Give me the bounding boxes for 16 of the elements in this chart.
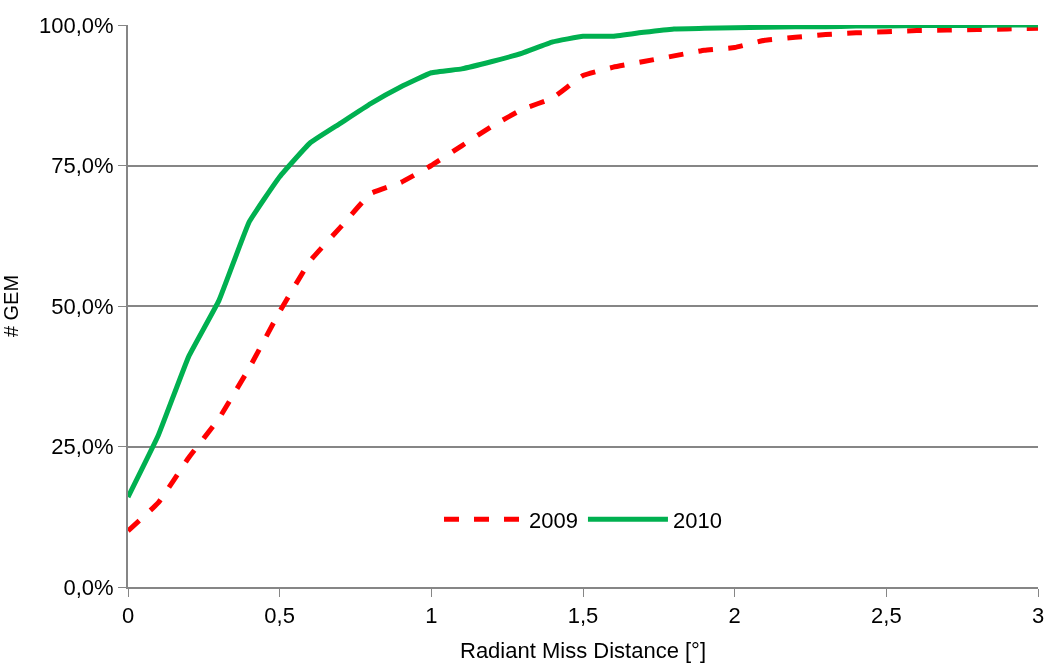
legend-label: 2009 — [529, 507, 578, 533]
x-tick-label: 1 — [425, 603, 438, 629]
y-tick-label: 25,0% — [51, 434, 114, 460]
x-tick-label: 2,5 — [871, 603, 902, 629]
y-axis-title: # GEM — [0, 274, 22, 338]
y-tick-label: 100,0% — [38, 12, 114, 38]
legend-label: 2010 — [672, 507, 722, 533]
x-tick-label: 0,5 — [264, 603, 295, 629]
x-tick-label: 0 — [121, 603, 135, 629]
x-axis-title: Radiant Miss Distance [°] — [460, 637, 706, 663]
y-tick-label: 0,0% — [63, 574, 114, 600]
y-tick-label: 75,0% — [51, 153, 114, 179]
x-tick-label: 1,5 — [567, 603, 599, 629]
y-tick-label: 50,0% — [51, 293, 114, 319]
x-tick-label: 3 — [1031, 603, 1045, 629]
x-tick-label: 2 — [728, 603, 741, 629]
